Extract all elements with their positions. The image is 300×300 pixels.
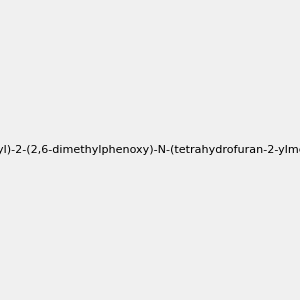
Text: N-(4-chlorobenzyl)-2-(2,6-dimethylphenoxy)-N-(tetrahydrofuran-2-ylmethyl)acetami: N-(4-chlorobenzyl)-2-(2,6-dimethylphenox…	[0, 145, 300, 155]
